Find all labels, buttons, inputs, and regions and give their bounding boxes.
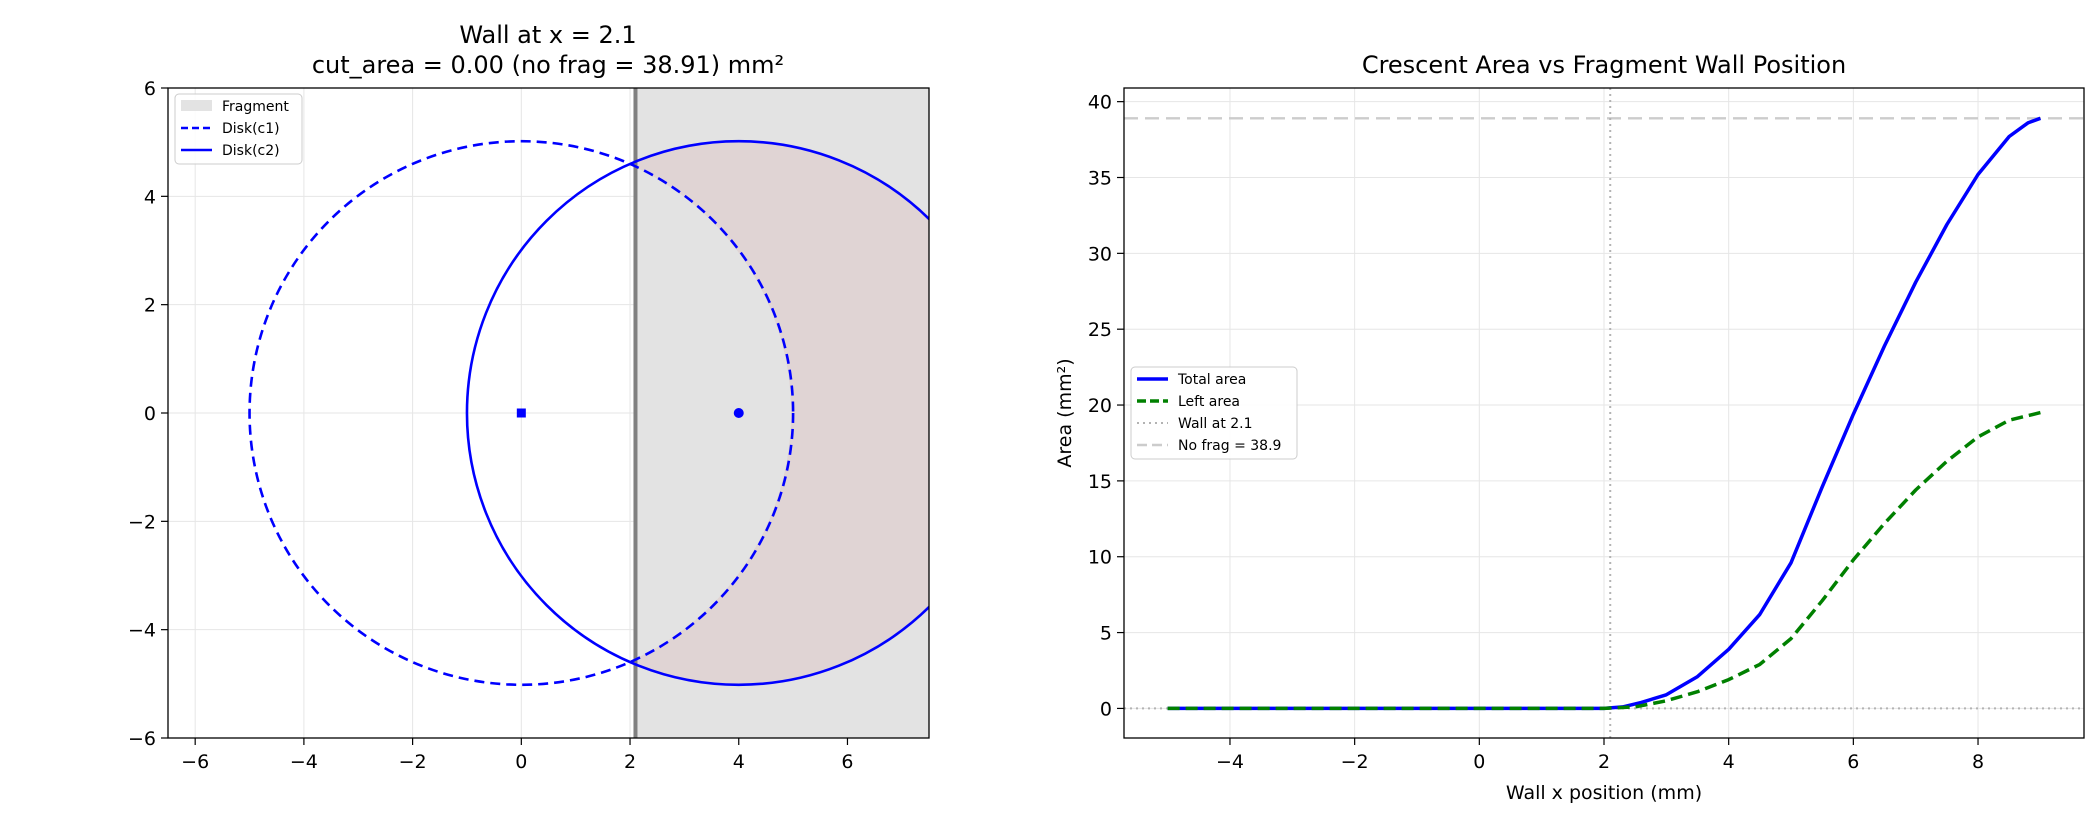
left-title-line2: cut_area = 0.00 (no frag = 38.91) mm²: [312, 51, 784, 79]
right-y-tick-label: 0: [1100, 698, 1112, 720]
left-x-tick-label: 0: [515, 751, 527, 773]
left-y-tick-label: 0: [144, 403, 156, 425]
right-y-tick-label: 15: [1088, 471, 1112, 493]
crescent-region: [630, 141, 929, 685]
left-title-line1: Wall at x = 2.1: [459, 21, 636, 49]
left-ticks: −6 −4 −2 0 2 4 6 −6 −4 −2 0 2 4 6: [128, 78, 854, 773]
left-y-tick-label: −6: [128, 728, 156, 750]
right-x-tick-label: 4: [1723, 751, 1735, 773]
left-x-tick-label: 4: [733, 751, 745, 773]
left-panel: −6 −4 −2 0 2 4 6 −6 −4 −2 0 2 4 6 Wall at x = 2.1 cut…: [128, 21, 930, 773]
left-x-tick-label: −6: [181, 751, 209, 773]
disk-c1-circle: [248, 139, 795, 687]
series-group: [1167, 116, 2042, 711]
right-y-tick-label: 5: [1100, 623, 1112, 645]
right-xlabel: Wall x position (mm): [1506, 782, 1702, 804]
legend-fragment-swatch: [181, 100, 212, 111]
left-y-tick-label: −4: [128, 620, 156, 642]
right-x-tick-label: 6: [1847, 751, 1859, 773]
right-panel: −4 −2 0 2 4 6 8 0 5 10 15 20 25 30 35 40 Crescent Area …: [1054, 51, 2085, 804]
right-ylabel: Area (mm²): [1054, 358, 1076, 467]
left-y-tick-label: 4: [144, 186, 156, 208]
left-x-tick-label: 2: [624, 751, 636, 773]
right-ticks: −4 −2 0 2 4 6 8 0 5 10 15 20 25 30 35 40: [1088, 92, 1984, 773]
legend-disk-c2-label: Disk(c2): [222, 143, 280, 159]
right-y-tick-label: 40: [1088, 92, 1112, 114]
center-c2-marker: [733, 408, 744, 418]
left-x-tick-label: −4: [290, 751, 318, 773]
legend-left-area-label: Left area: [1178, 394, 1240, 410]
right-y-tick-label: 25: [1088, 319, 1112, 341]
right-legend-box: [1130, 366, 1298, 460]
right-x-tick-label: −2: [1341, 751, 1369, 773]
right-x-tick-label: 8: [1972, 751, 1984, 773]
left-legend: Fragment Disk(c1) Disk(c2): [174, 93, 303, 165]
right-y-tick-label: 10: [1088, 547, 1112, 569]
left-y-tick-label: −2: [128, 511, 156, 533]
left-legend-box: [174, 93, 303, 165]
right-y-tick-label: 30: [1088, 243, 1112, 265]
right-x-tick-label: 0: [1473, 751, 1485, 773]
legend-disk-c1-label: Disk(c1): [222, 121, 280, 137]
legend-no-frag-label: No frag = 38.9: [1178, 438, 1281, 454]
left-area-series-line: [1167, 410, 2041, 711]
right-x-tick-label: −4: [1216, 751, 1244, 773]
right-legend: Total area Left area Wall at 2.1 No frag…: [1130, 366, 1298, 460]
total-area-series-line: [1167, 116, 2042, 711]
left-x-tick-label: 6: [841, 751, 853, 773]
right-x-tick-label: 2: [1598, 751, 1610, 773]
disk-c2-circle: [465, 139, 929, 687]
right-y-tick-label: 20: [1088, 395, 1112, 417]
left-y-tick-label: 6: [144, 78, 156, 100]
right-title: Crescent Area vs Fragment Wall Position: [1362, 51, 1846, 79]
left-x-tick-label: −2: [399, 751, 427, 773]
right-y-tick-label: 35: [1088, 167, 1112, 189]
legend-wall-label: Wall at 2.1: [1178, 416, 1253, 432]
center-c1-marker: [516, 408, 526, 418]
left-y-tick-label: 2: [144, 295, 156, 317]
legend-total-area-label: Total area: [1177, 372, 1246, 388]
legend-fragment-label: Fragment: [222, 99, 289, 115]
